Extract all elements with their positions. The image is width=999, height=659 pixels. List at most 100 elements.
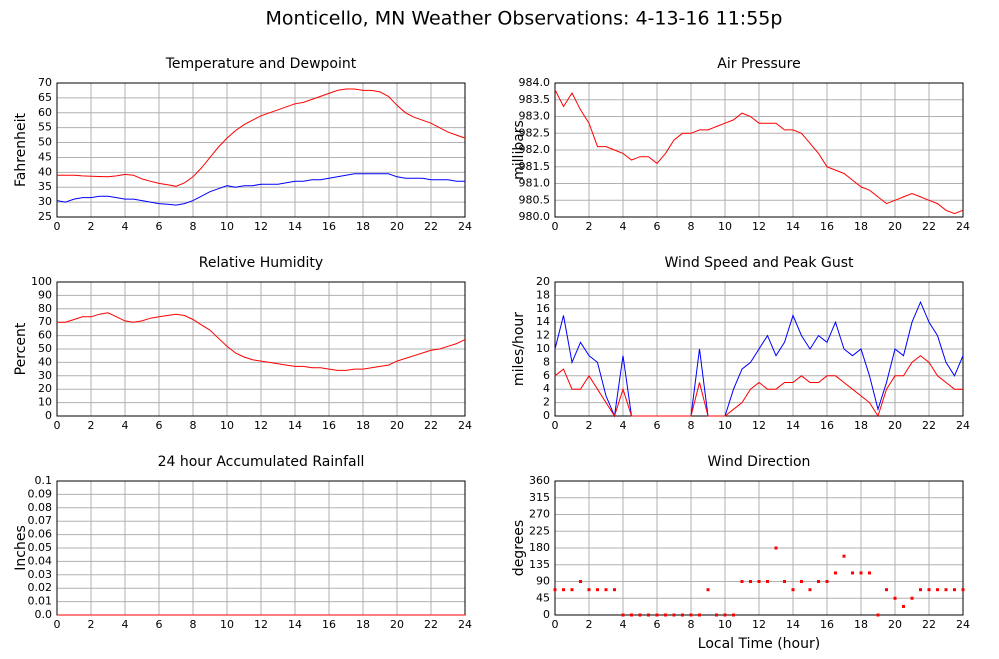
x-tick-label: 14 bbox=[786, 220, 800, 233]
data-point bbox=[919, 588, 922, 592]
x-tick-label: 10 bbox=[220, 419, 234, 432]
panel-title: Wind Direction bbox=[708, 454, 811, 470]
x-tick-label: 12 bbox=[752, 618, 766, 631]
y-tick-label: 90 bbox=[38, 288, 52, 301]
y-tick-label: 40 bbox=[38, 355, 52, 368]
y-tick-label: 981.5 bbox=[519, 160, 551, 173]
y-tick-label: 18 bbox=[536, 288, 550, 301]
x-tick-label: 24 bbox=[458, 618, 472, 631]
x-tick-label: 4 bbox=[122, 618, 129, 631]
x-tick-label: 22 bbox=[424, 618, 438, 631]
data-point bbox=[740, 580, 744, 583]
data-line bbox=[56, 173, 465, 206]
x-tick-label: 12 bbox=[752, 220, 766, 233]
x-tick-label: 16 bbox=[820, 220, 834, 233]
y-tick-label: 60 bbox=[38, 106, 52, 119]
y-tick-label: 983.0 bbox=[519, 110, 551, 123]
data-point bbox=[723, 613, 727, 617]
x-tick-label: 12 bbox=[254, 618, 268, 631]
y-tick-label: 0 bbox=[45, 409, 52, 422]
y-axis-label: Fahrenheit bbox=[13, 112, 29, 187]
x-tick-label: 18 bbox=[854, 618, 868, 631]
x-tick-label: 22 bbox=[424, 419, 438, 432]
data-point bbox=[570, 588, 574, 592]
y-tick-label: 30 bbox=[38, 369, 52, 382]
data-point bbox=[876, 613, 880, 617]
y-tick-label: 10 bbox=[38, 396, 52, 409]
x-tick-label: 22 bbox=[424, 220, 438, 233]
data-point bbox=[817, 580, 820, 583]
data-point bbox=[681, 613, 684, 617]
y-tick-label: 50 bbox=[38, 342, 52, 355]
x-tick-label: 6 bbox=[156, 618, 163, 631]
x-tick-label: 16 bbox=[322, 618, 336, 631]
x-tick-label: 0 bbox=[54, 220, 61, 233]
x-tick-label: 12 bbox=[254, 220, 268, 233]
x-tick-label: 24 bbox=[956, 419, 970, 432]
y-tick-label: 270 bbox=[529, 508, 550, 521]
x-tick-label: 22 bbox=[922, 618, 936, 631]
data-point bbox=[885, 588, 888, 592]
y-tick-label: 0.05 bbox=[28, 541, 53, 554]
y-tick-label: 90 bbox=[536, 575, 550, 588]
x-tick-label: 10 bbox=[220, 618, 234, 631]
y-tick-label: 0.09 bbox=[28, 487, 53, 500]
y-tick-label: 0.06 bbox=[28, 528, 53, 541]
y-tick-label: 0.08 bbox=[28, 501, 53, 514]
data-point bbox=[689, 613, 693, 617]
y-tick-label: 180 bbox=[529, 541, 550, 554]
x-tick-label: 24 bbox=[956, 220, 970, 233]
y-tick-label: 0 bbox=[543, 409, 550, 422]
x-tick-label: 14 bbox=[288, 419, 302, 432]
data-point bbox=[698, 613, 701, 617]
data-point bbox=[562, 588, 565, 592]
x-tick-label: 18 bbox=[854, 419, 868, 432]
data-point bbox=[613, 588, 616, 592]
data-point bbox=[749, 580, 752, 583]
x-tick-label: 14 bbox=[288, 220, 302, 233]
y-tick-label: 70 bbox=[38, 76, 52, 89]
data-point bbox=[800, 580, 803, 583]
plot-frame bbox=[554, 480, 964, 616]
data-point bbox=[766, 580, 769, 583]
y-tick-label: 65 bbox=[38, 91, 52, 104]
x-tick-label: 14 bbox=[786, 618, 800, 631]
y-tick-label: 225 bbox=[529, 524, 550, 537]
y-tick-label: 983.5 bbox=[519, 93, 551, 106]
data-point bbox=[596, 588, 599, 592]
data-point bbox=[927, 588, 931, 592]
x-tick-label: 6 bbox=[654, 419, 661, 432]
data-point bbox=[672, 613, 676, 617]
x-tick-label: 18 bbox=[854, 220, 868, 233]
data-point bbox=[791, 588, 795, 592]
y-tick-label: 980.5 bbox=[519, 193, 551, 206]
y-tick-label: 0.1 bbox=[35, 474, 53, 487]
x-tick-label: 16 bbox=[322, 419, 336, 432]
y-tick-label: 981.0 bbox=[519, 177, 551, 190]
y-tick-label: 40 bbox=[38, 165, 52, 178]
x-tick-label: 22 bbox=[922, 220, 936, 233]
data-point bbox=[757, 580, 761, 583]
data-point bbox=[774, 546, 778, 550]
y-tick-label: 0.01 bbox=[28, 595, 53, 608]
x-tick-label: 20 bbox=[390, 618, 404, 631]
y-tick-label: 980.0 bbox=[519, 210, 551, 223]
y-axis-label: degrees bbox=[511, 520, 527, 576]
data-point bbox=[630, 613, 633, 617]
x-tick-label: 20 bbox=[888, 419, 902, 432]
y-tick-label: 4 bbox=[543, 382, 550, 395]
x-axis-label: Local Time (hour) bbox=[698, 636, 820, 652]
y-axis-label: millibars bbox=[511, 120, 527, 180]
y-tick-label: 0.02 bbox=[28, 581, 53, 594]
data-point bbox=[851, 571, 854, 575]
y-tick-label: 16 bbox=[536, 302, 550, 315]
x-tick-label: 10 bbox=[718, 220, 732, 233]
x-tick-label: 8 bbox=[688, 220, 695, 233]
y-tick-label: 135 bbox=[529, 558, 550, 571]
plot-frame bbox=[56, 281, 466, 417]
x-tick-label: 10 bbox=[718, 419, 732, 432]
y-tick-label: 20 bbox=[536, 275, 550, 288]
page-title: Monticello, MN Weather Observations: 4-1… bbox=[266, 8, 783, 30]
x-tick-label: 18 bbox=[356, 618, 370, 631]
